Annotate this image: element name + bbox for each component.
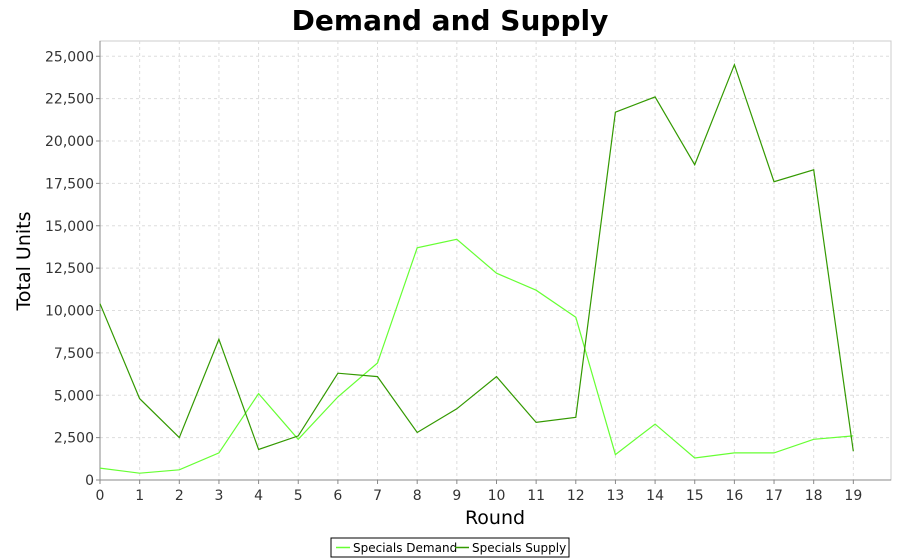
x-tick-label: 7 bbox=[373, 488, 382, 504]
x-tick-label: 5 bbox=[294, 488, 303, 504]
series-line-specials-demand bbox=[99, 238, 854, 474]
y-tick-label: 12,500 bbox=[45, 261, 94, 277]
y-tick-label: 7,500 bbox=[54, 346, 94, 362]
y-tick-label: 0 bbox=[85, 473, 94, 489]
y-tick-label: 5,000 bbox=[54, 388, 94, 404]
x-axis-label: Round bbox=[465, 507, 525, 529]
x-tick-label: 18 bbox=[805, 488, 823, 504]
y-axis-label: Total Units bbox=[13, 212, 35, 312]
x-tick-label: 12 bbox=[567, 488, 585, 504]
x-tick-label: 8 bbox=[413, 488, 422, 504]
y-tick-label: 15,000 bbox=[45, 219, 94, 235]
x-tick-label: 0 bbox=[96, 488, 105, 504]
x-tick-label: 3 bbox=[214, 488, 223, 504]
x-tick-label: 16 bbox=[725, 488, 743, 504]
y-tick-label: 25,000 bbox=[45, 49, 94, 65]
chart-title: Demand and Supply bbox=[292, 4, 609, 37]
x-tick-label: 15 bbox=[686, 488, 704, 504]
plot-area bbox=[99, 40, 892, 481]
x-tick-label: 6 bbox=[333, 488, 342, 504]
x-tick-label: 17 bbox=[765, 488, 783, 504]
x-tick-label: 2 bbox=[175, 488, 184, 504]
x-tick-label: 4 bbox=[254, 488, 263, 504]
x-tick-label: 9 bbox=[452, 488, 461, 504]
y-tick-label: 17,500 bbox=[45, 176, 94, 192]
y-tick-label: 22,500 bbox=[45, 92, 94, 108]
x-tick-label: 19 bbox=[844, 488, 862, 504]
legend: Specials Demand Specials Supply bbox=[330, 537, 570, 558]
x-tick-label: 13 bbox=[607, 488, 625, 504]
x-tick-label: 14 bbox=[646, 488, 664, 504]
y-tick-label: 10,000 bbox=[45, 304, 94, 320]
x-tick-label: 1 bbox=[135, 488, 144, 504]
y-tick-label: 20,000 bbox=[45, 134, 94, 150]
legend-box bbox=[330, 537, 570, 558]
series-line-specials-supply bbox=[99, 62, 854, 452]
legend-label-specials-demand: Specials Demand bbox=[353, 541, 457, 555]
y-tick-label: 2,500 bbox=[54, 431, 94, 447]
legend-label-specials-supply: Specials Supply bbox=[472, 541, 566, 555]
x-tick-label: 11 bbox=[527, 488, 545, 504]
x-tick-label: 10 bbox=[488, 488, 506, 504]
